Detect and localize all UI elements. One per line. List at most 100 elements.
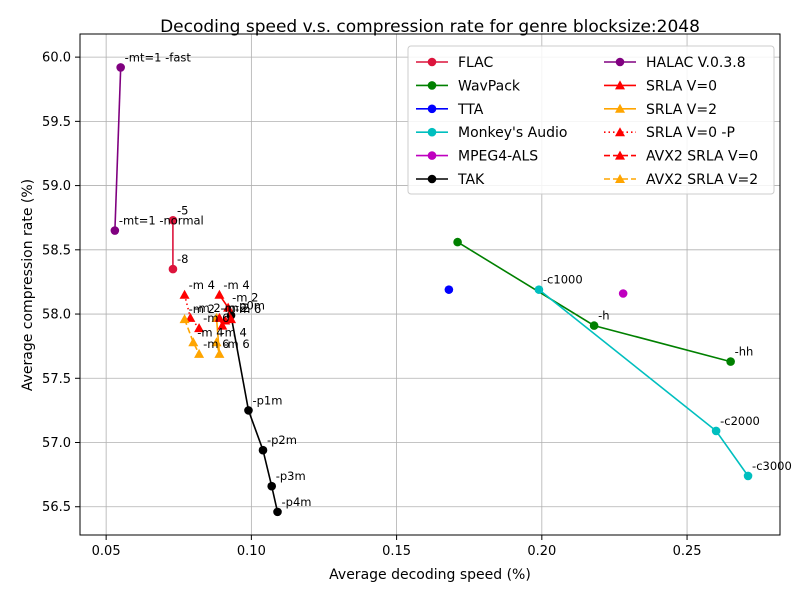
series-line-halac-v-0-3-8 [114, 67, 122, 231]
point-label: -m 6 [203, 337, 229, 351]
point-label: -c1000 [543, 273, 583, 287]
y-tick-label: 60.0 [42, 51, 71, 66]
data-point [223, 302, 234, 312]
point-label: -c2000 [720, 414, 760, 428]
data-point [726, 357, 735, 366]
point-label: -p1m [252, 393, 282, 407]
point-label: -m 4 [189, 278, 215, 292]
y-tick-label: 56.5 [42, 500, 71, 515]
series-wavpack [453, 237, 735, 366]
series-srla-v-0 [214, 289, 237, 324]
legend-item-srla-v-2: SRLA V=2 [604, 102, 717, 118]
legend-marker [615, 57, 625, 67]
y-tick-label: 58.5 [42, 243, 71, 258]
x-tick-label: 0.05 [92, 544, 121, 559]
x-axis-label: Average decoding speed (%) [329, 567, 531, 583]
point-label: -m 2 [232, 291, 258, 305]
data-point [110, 226, 120, 235]
legend-label: WavPack [458, 78, 521, 94]
data-point [214, 312, 225, 322]
legend-label: MPEG4-ALS [458, 149, 538, 165]
series-tta [444, 285, 454, 294]
point-label: -m 2 [194, 301, 220, 315]
data-point [185, 312, 196, 322]
legend-label: SRLA V=0 -P [646, 125, 735, 141]
point-label: -m 6 [223, 337, 249, 351]
data-point [194, 348, 205, 358]
legend-item-tta: TTA [416, 102, 484, 118]
y-tick-label: 58.0 [42, 308, 71, 323]
legend-label: HALAC V.0.3.8 [646, 55, 746, 71]
x-tick-label: 0.10 [237, 544, 266, 559]
data-point [211, 337, 222, 347]
legend-label: AVX2 SRLA V=2 [646, 172, 758, 188]
point-label: -m 4 [223, 278, 249, 292]
x-tick-label: 0.25 [673, 544, 702, 559]
legend-label: AVX2 SRLA V=0 [646, 149, 758, 165]
legend: FLAC WavPack TTA Monkey's Audio MPEG4-ALS TAK… [407, 45, 775, 195]
point-label: -m 4 [221, 325, 247, 339]
data-point [214, 348, 225, 358]
legend-label: SRLA V=0 [646, 78, 717, 94]
point-label: -5 [177, 203, 188, 217]
legend-item-srla-v-0: SRLA V=0 [604, 78, 717, 94]
point-label: -p2m [267, 433, 297, 447]
legend-item-wavpack: WavPack [416, 78, 521, 94]
legend-item-srla-v-0-p: SRLA V=0 -P [604, 125, 735, 141]
data-point [168, 215, 178, 225]
legend-label: Monkey's Audio [458, 125, 567, 141]
point-label: -p4m [282, 495, 312, 509]
legend-marker [427, 151, 437, 160]
legend-item-flac: FLAC [416, 55, 494, 71]
legend-marker [427, 174, 437, 184]
data-point [179, 289, 190, 299]
data-point [444, 285, 454, 294]
point-label: -p0m [235, 298, 265, 312]
y-tick-label: 57.0 [42, 436, 71, 451]
data-point [220, 315, 231, 325]
legend-marker [427, 57, 437, 67]
series-mpeg4-als [618, 289, 628, 298]
legend-marker [615, 80, 625, 90]
legend-marker [615, 127, 625, 137]
series-monkey-s-audio [534, 285, 753, 481]
point-label: -m 6 [203, 311, 229, 325]
data-point [267, 481, 277, 491]
plot-frame [79, 33, 781, 536]
data-point [711, 426, 721, 436]
series-srla-v-0-p [179, 289, 205, 333]
x-tick-label: 0.20 [527, 544, 556, 559]
chart-title: Decoding speed v.s. compression rate for… [160, 17, 700, 37]
legend-box [407, 45, 775, 195]
axis-ticks: 0.05 0.10 0.15 0.20 0.25 56.5 57.0 57.5 58.0 58.5… [42, 51, 701, 559]
legend-item-halac-v-0-3-8: HALAC V.0.3.8 [604, 55, 746, 71]
data-point [188, 337, 199, 347]
y-tick-label: 59.0 [42, 179, 71, 194]
data-point [116, 63, 125, 72]
point-label: -m 2 [223, 301, 249, 315]
legend-item-tak: TAK [416, 172, 485, 188]
legend-item-mpeg4-als: MPEG4-ALS [416, 149, 538, 165]
legend-item-avx2-srla-v-0: AVX2 SRLA V=0 [604, 149, 758, 165]
x-tick-label: 0.15 [382, 544, 411, 559]
legend-item-avx2-srla-v-2: AVX2 SRLA V=2 [604, 172, 758, 188]
point-label: -mt=1 -fast [125, 50, 192, 64]
series-layer [110, 63, 753, 517]
point-label: -m 2 [189, 302, 215, 316]
data-point [217, 320, 228, 330]
data-point [453, 237, 462, 247]
legend-label: TAK [457, 172, 485, 188]
data-point [589, 321, 599, 330]
point-label: -mt=1 -normal [119, 214, 204, 228]
series-flac [168, 215, 178, 274]
data-point [179, 314, 190, 324]
legend-marker [427, 81, 437, 90]
legend-label: FLAC [458, 55, 494, 71]
y-tick-label: 59.5 [42, 115, 71, 130]
legend-marker [427, 104, 437, 114]
series-avx2-srla-v-2 [179, 314, 205, 358]
legend-marker [615, 103, 625, 113]
data-point [194, 323, 205, 333]
data-point [743, 471, 753, 481]
